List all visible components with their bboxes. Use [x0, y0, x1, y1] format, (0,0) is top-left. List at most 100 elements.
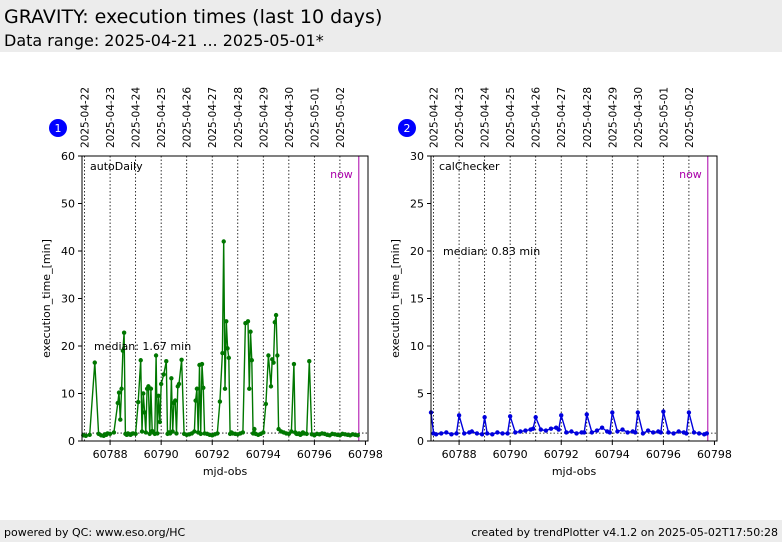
- data-point: [83, 433, 89, 438]
- data-point: [615, 429, 620, 434]
- y-tick-label: 15: [410, 293, 424, 306]
- date-label: 2025-04-28: [582, 87, 594, 148]
- data-point: [607, 430, 612, 435]
- y-tick-label: 50: [61, 198, 75, 211]
- data-point: [513, 430, 518, 435]
- data-point: [273, 312, 279, 318]
- date-label: 2025-04-29: [607, 87, 619, 148]
- date-label: 2025-05-02: [335, 87, 347, 148]
- data-point: [245, 319, 251, 324]
- data-point: [582, 430, 587, 435]
- median-label: median: 1.67 min: [94, 340, 191, 353]
- data-point: [161, 372, 166, 377]
- data-point: [620, 427, 625, 432]
- data-point: [650, 430, 656, 435]
- data-point: [107, 431, 113, 437]
- date-label: 2025-04-26: [182, 87, 194, 148]
- date-label: 2025-04-25: [156, 87, 168, 148]
- y-tick-label: 10: [61, 388, 75, 401]
- date-label: 2025-04-23: [454, 87, 466, 148]
- data-point: [193, 398, 198, 403]
- data-point: [661, 409, 666, 414]
- series-name-label: calChecker: [439, 160, 500, 173]
- panel-badge: [398, 119, 416, 137]
- data-point: [155, 431, 160, 436]
- data-point: [143, 430, 149, 435]
- data-point: [164, 359, 169, 364]
- date-label: 2025-04-25: [505, 87, 517, 148]
- y-tick-label: 30: [61, 293, 75, 306]
- data-point: [304, 431, 309, 437]
- chart-panel-1: 2025-04-22 2025-04-23 2025-04-24 2025-04-25…: [40, 87, 383, 478]
- data-point: [691, 430, 697, 435]
- y-tick-label: 10: [410, 340, 424, 353]
- data-point: [176, 381, 182, 387]
- x-tick-label: 60796: [297, 448, 332, 461]
- y-axis-label: execution_time_[min]: [40, 239, 53, 358]
- data-point: [474, 431, 480, 436]
- data-point: [696, 431, 702, 436]
- data-point: [490, 432, 495, 437]
- y-tick-label: 0: [417, 435, 424, 448]
- data-point: [135, 399, 141, 405]
- header-bar: GRAVITY: execution times (last 10 days) …: [0, 0, 782, 52]
- data-point: [500, 431, 505, 436]
- data-point: [439, 431, 444, 436]
- data-point: [684, 431, 689, 436]
- data-point: [610, 410, 615, 415]
- data-point: [589, 430, 595, 435]
- data-point: [120, 348, 126, 353]
- x-tick-label: 60790: [144, 448, 179, 461]
- data-point: [221, 239, 226, 244]
- data-point: [198, 431, 203, 437]
- data-point: [141, 391, 146, 396]
- data-point: [224, 319, 229, 324]
- date-label: 2025-04-22: [429, 87, 441, 148]
- data-point: [268, 384, 274, 389]
- data-point: [139, 429, 145, 434]
- x-tick-label: 60792: [544, 448, 579, 461]
- x-tick-label: 60792: [195, 448, 230, 461]
- data-point: [199, 361, 205, 367]
- data-point: [275, 353, 280, 358]
- data-point: [449, 432, 454, 437]
- data-point: [461, 431, 467, 436]
- x-tick-label: 60790: [493, 448, 528, 461]
- data-point: [247, 386, 252, 391]
- data-point: [686, 410, 692, 415]
- data-point: [194, 386, 200, 391]
- data-point: [507, 414, 513, 419]
- data-point: [272, 320, 277, 325]
- data-point: [119, 386, 124, 391]
- y-tick-label: 40: [61, 245, 75, 258]
- x-tick-label: 60796: [646, 448, 681, 461]
- data-point: [454, 431, 459, 436]
- data-point: [226, 355, 232, 361]
- data-point: [307, 359, 312, 364]
- y-tick-label: 60: [61, 150, 75, 163]
- data-point: [222, 386, 228, 391]
- date-label: 2025-05-01: [309, 87, 321, 148]
- data-point: [533, 415, 538, 420]
- data-point: [704, 431, 709, 436]
- data-point: [584, 412, 589, 417]
- data-point: [482, 415, 487, 420]
- panel-badge-number: 1: [55, 122, 62, 135]
- footer-powered-by: powered by QC: www.eso.org/HC: [4, 526, 186, 539]
- charts-area: 2025-04-22 2025-04-23 2025-04-24 2025-04-25…: [40, 87, 732, 478]
- median-label: median: 0.83 min: [443, 245, 540, 258]
- data-point: [138, 358, 143, 363]
- data-point: [495, 430, 500, 435]
- data-point: [220, 350, 225, 356]
- data-point: [215, 431, 220, 436]
- y-tick-label: 5: [417, 388, 424, 401]
- data-point: [530, 426, 536, 431]
- y-tick-label: 0: [68, 435, 75, 448]
- data-point: [484, 431, 490, 436]
- date-label: 2025-04-27: [556, 87, 568, 148]
- data-point: [556, 427, 561, 432]
- data-point: [564, 430, 569, 435]
- x-tick-label: 60798: [697, 448, 732, 461]
- data-point: [479, 432, 485, 437]
- data-point: [142, 410, 147, 415]
